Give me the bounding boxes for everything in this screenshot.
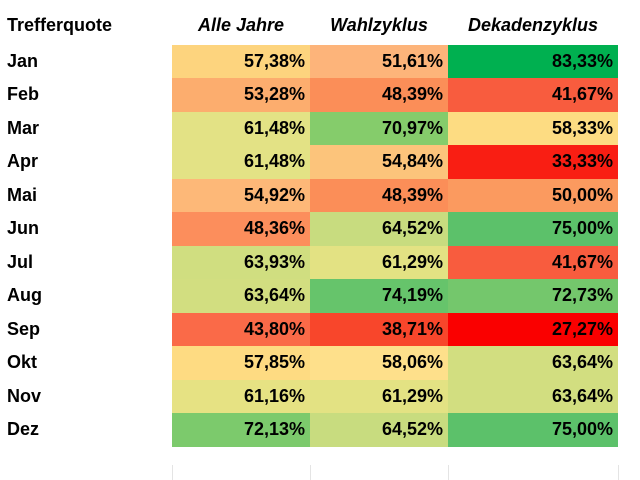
table-row: Aug 63,64% 74,19% 72,73% — [0, 279, 618, 313]
gridline — [618, 465, 619, 480]
value-cell: 75,00% — [448, 212, 618, 246]
value-cell: 61,48% — [172, 145, 310, 179]
row-label: Jun — [7, 218, 40, 239]
value-cell: 57,85% — [172, 346, 310, 380]
gridline — [172, 465, 173, 480]
row-label: Dez — [7, 419, 40, 440]
heatmap-table: Trefferquote Alle Jahre Wahlzyklus Dekad… — [0, 9, 618, 447]
table-row: Jan 57,38% 51,61% 83,33% — [0, 44, 618, 78]
table-row: Okt 57,85% 58,06% 63,64% — [0, 346, 618, 380]
value-cell: 63,64% — [448, 379, 618, 413]
row-label: Mai — [7, 184, 38, 205]
value-cell: 54,84% — [310, 145, 448, 179]
table-row: Dez 72,13% 64,52% 75,00% — [0, 413, 618, 447]
row-label: Aug — [7, 285, 42, 306]
row-label: Jan — [7, 50, 39, 71]
header-row: Trefferquote Alle Jahre Wahlzyklus Dekad… — [0, 9, 618, 45]
row-label: Okt — [7, 352, 38, 373]
value-cell: 27,27% — [448, 312, 618, 346]
value-cell: 74,19% — [310, 279, 448, 313]
value-cell: 61,16% — [172, 379, 310, 413]
row-label: Apr — [7, 151, 38, 172]
value-cell: 53,28% — [172, 78, 310, 112]
value-cell: 72,73% — [448, 279, 618, 313]
table-row: Mai 54,92% 48,39% 50,00% — [0, 178, 618, 212]
row-label: Mar — [7, 117, 40, 138]
table-row: Feb 53,28% 48,39% 41,67% — [0, 78, 618, 112]
value-cell: 48,39% — [310, 178, 448, 212]
value-cell: 61,29% — [310, 245, 448, 279]
value-cell: 43,80% — [172, 312, 310, 346]
table-body: Jan 57,38% 51,61% 83,33% Feb 53,28% 48,39% 41,6… — [0, 44, 618, 447]
row-label: Feb — [7, 84, 40, 105]
column-header: Alle Jahre — [197, 15, 285, 36]
value-cell: 75,00% — [448, 413, 618, 447]
value-cell: 38,71% — [310, 312, 448, 346]
gridline — [448, 465, 449, 480]
table-row: Jun 48,36% 64,52% 75,00% — [0, 212, 618, 246]
value-cell: 48,36% — [172, 212, 310, 246]
value-cell: 72,13% — [172, 413, 310, 447]
corner-label: Trefferquote — [7, 15, 113, 36]
value-cell: 64,52% — [310, 413, 448, 447]
value-cell: 41,67% — [448, 245, 618, 279]
value-cell: 41,67% — [448, 78, 618, 112]
value-cell: 61,29% — [310, 379, 448, 413]
value-cell: 57,38% — [172, 44, 310, 78]
table-row: Nov 61,16% 61,29% 63,64% — [0, 379, 618, 413]
value-cell: 58,06% — [310, 346, 448, 380]
table-row: Sep 43,80% 38,71% 27,27% — [0, 312, 618, 346]
value-cell: 61,48% — [172, 111, 310, 145]
value-cell: 63,93% — [172, 245, 310, 279]
table-row: Mar 61,48% 70,97% 58,33% — [0, 111, 618, 145]
value-cell: 54,92% — [172, 178, 310, 212]
column-header: Wahlzyklus — [330, 15, 428, 36]
value-cell: 63,64% — [172, 279, 310, 313]
value-cell: 70,97% — [310, 111, 448, 145]
row-label: Nov — [7, 385, 42, 406]
table-row: Jul 63,93% 61,29% 41,67% — [0, 245, 618, 279]
row-label: Sep — [7, 318, 41, 339]
value-cell: 48,39% — [310, 78, 448, 112]
value-cell: 83,33% — [448, 44, 618, 78]
row-label: Jul — [7, 251, 34, 272]
value-cell: 50,00% — [448, 178, 618, 212]
value-cell: 63,64% — [448, 346, 618, 380]
value-cell: 33,33% — [448, 145, 618, 179]
value-cell: 64,52% — [310, 212, 448, 246]
gridline — [310, 465, 311, 480]
value-cell: 58,33% — [448, 111, 618, 145]
table-row: Apr 61,48% 54,84% 33,33% — [0, 145, 618, 179]
value-cell: 51,61% — [310, 44, 448, 78]
column-header: Dekadenzyklus — [467, 15, 599, 36]
